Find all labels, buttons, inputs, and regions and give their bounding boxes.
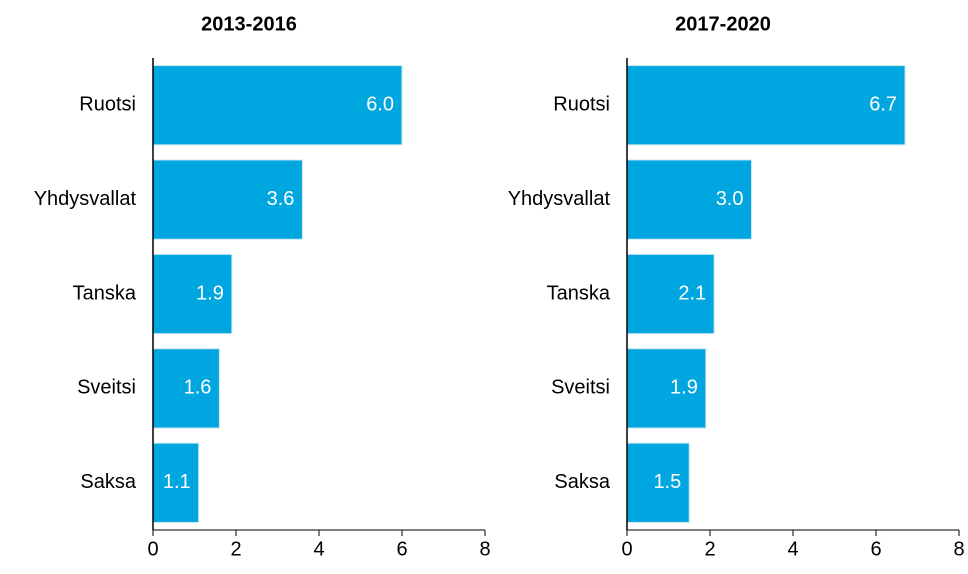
value-label: 1.6 — [184, 377, 212, 399]
x-tick-label: 2 — [704, 538, 715, 560]
y-tick-label: Yhdysvallat — [508, 188, 611, 210]
x-tick-label: 0 — [147, 538, 158, 560]
bar — [152, 348, 220, 429]
x-tick-label: 4 — [787, 538, 798, 560]
bar — [152, 159, 303, 240]
bar — [626, 348, 707, 429]
bar — [626, 442, 690, 523]
x-tick-label: 0 — [621, 538, 632, 560]
y-tick-label: Tanska — [547, 282, 611, 304]
x-tick-label: 8 — [479, 538, 490, 560]
y-tick-label: Sveitsi — [77, 377, 136, 399]
value-label: 6.7 — [869, 93, 897, 115]
y-tick-label: Saksa — [80, 471, 136, 493]
y-tick-label: Ruotsi — [553, 93, 610, 115]
chart-title: 2013-2016 — [201, 13, 297, 35]
y-tick-label: Tanska — [73, 282, 137, 304]
chart-title: 2017-2020 — [675, 13, 771, 35]
x-tick-label: 6 — [870, 538, 881, 560]
value-label: 1.9 — [670, 377, 698, 399]
value-label: 1.5 — [653, 471, 681, 493]
bar — [626, 65, 906, 146]
y-tick-label: Yhdysvallat — [34, 188, 137, 210]
value-label: 1.1 — [163, 471, 191, 493]
value-label: 2.1 — [678, 282, 706, 304]
y-tick-label: Saksa — [554, 471, 610, 493]
value-label: 1.9 — [196, 282, 224, 304]
value-label: 3.0 — [716, 188, 744, 210]
value-label: 3.6 — [267, 188, 295, 210]
y-tick-label: Ruotsi — [79, 93, 136, 115]
bar — [152, 65, 403, 146]
bar — [152, 442, 200, 523]
x-tick-label: 6 — [396, 538, 407, 560]
x-tick-label: 8 — [953, 538, 964, 560]
value-label: 6.0 — [366, 93, 394, 115]
y-tick-label: Sveitsi — [551, 377, 610, 399]
x-tick-label: 4 — [313, 538, 324, 560]
x-tick-label: 2 — [230, 538, 241, 560]
